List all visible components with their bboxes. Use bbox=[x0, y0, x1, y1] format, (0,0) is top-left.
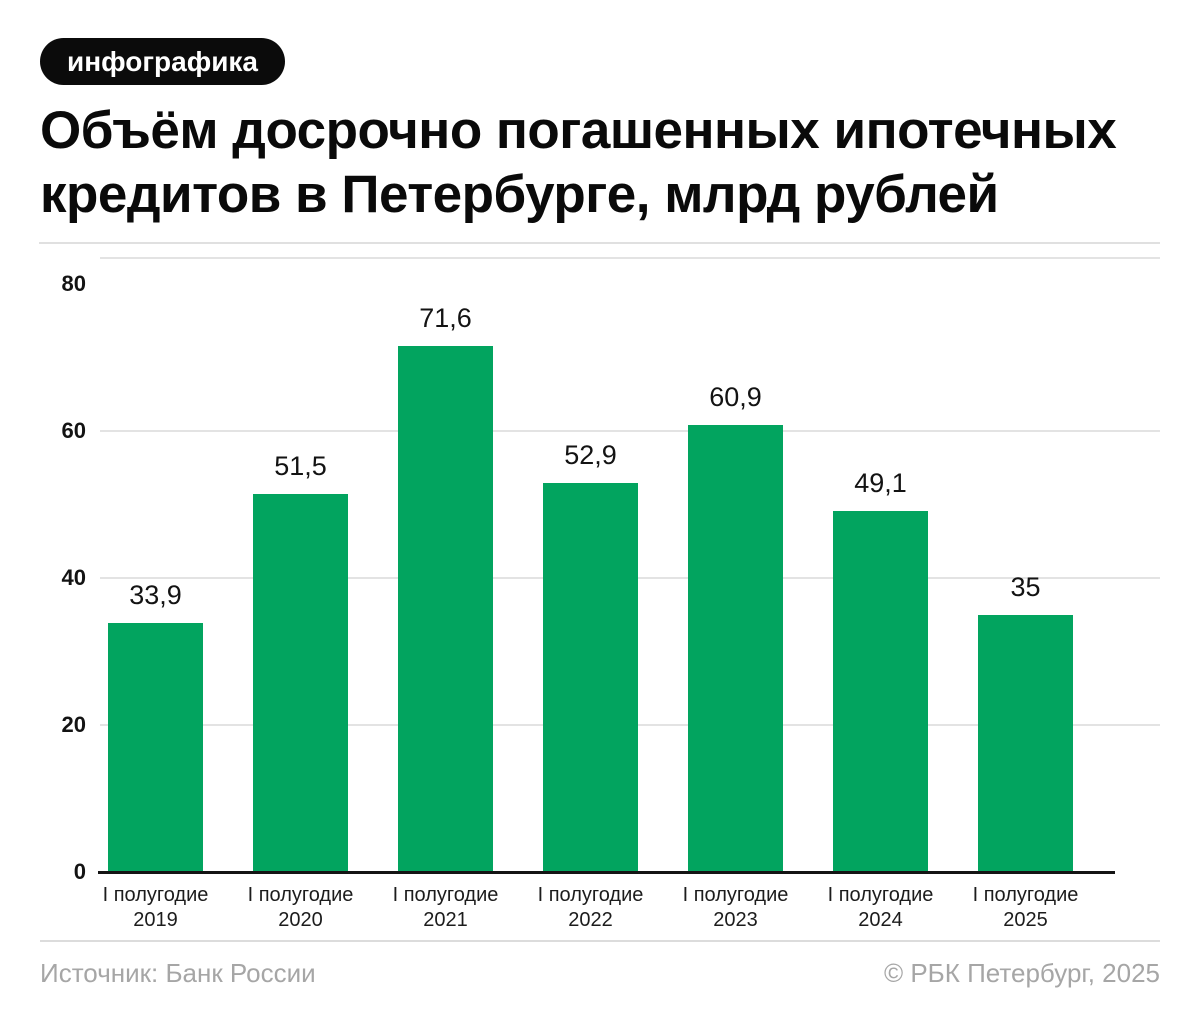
bar bbox=[978, 615, 1073, 872]
bar-value-label: 71,6 bbox=[419, 303, 472, 333]
x-tick-year: 2022 bbox=[568, 909, 613, 931]
gridline-60 bbox=[100, 430, 1160, 433]
bar-value-label: 60,9 bbox=[709, 382, 762, 412]
x-tick-period: I полугодие bbox=[102, 884, 209, 906]
bar bbox=[833, 511, 928, 872]
footer-separator bbox=[40, 940, 1160, 942]
x-tick-period: I полугодие bbox=[682, 884, 789, 906]
chart-title-line-1: Объём досрочно погашенных ипотечных bbox=[40, 101, 1117, 160]
bar bbox=[688, 425, 783, 872]
x-tick-period: I полугодие bbox=[972, 884, 1079, 906]
bar-value-label: 52,9 bbox=[564, 440, 617, 470]
bar-value-label: 51,5 bbox=[274, 451, 327, 481]
x-tick-label: I полугодие 2023 bbox=[683, 883, 789, 933]
x-tick-label: I полугодие 2021 bbox=[393, 883, 499, 933]
x-tick-year: 2020 bbox=[278, 909, 323, 931]
bar-value-label: 33,9 bbox=[129, 580, 182, 610]
infographic-badge: инфографика bbox=[40, 38, 285, 85]
y-tick-label-60: 60 bbox=[61, 418, 86, 444]
chart-title: Объём досрочно погашенных ипотечных кред… bbox=[40, 99, 1170, 227]
chart-title-line-2: кредитов в Петербурге, млрд рублей bbox=[40, 165, 999, 224]
x-tick-label: I полугодие 2022 bbox=[538, 883, 644, 933]
footer: Источник: Банк России © РБК Петербург, 2… bbox=[40, 958, 1160, 989]
y-tick-label-0: 0 bbox=[73, 859, 86, 884]
x-tick-year: 2021 bbox=[423, 909, 468, 931]
bar-value-label: 35 bbox=[1010, 572, 1041, 602]
x-tick-year: 2025 bbox=[1003, 909, 1048, 931]
x-tick-label: I полугодие 2025 bbox=[973, 883, 1079, 933]
bar bbox=[108, 623, 203, 872]
x-tick-year: 2023 bbox=[713, 909, 758, 931]
bar bbox=[398, 346, 493, 872]
x-tick-period: I полугодие bbox=[827, 884, 934, 906]
plot-top-border bbox=[100, 257, 1160, 259]
x-tick-year: 2024 bbox=[858, 909, 903, 931]
bar bbox=[543, 483, 638, 872]
y-tick-label-20: 20 bbox=[61, 712, 86, 738]
copyright-note: © РБК Петербург, 2025 bbox=[883, 958, 1160, 988]
y-tick-label-40: 40 bbox=[61, 565, 86, 591]
x-tick-label: I полугодие 2019 bbox=[103, 883, 209, 933]
source-note: Источник: Банк России bbox=[40, 958, 316, 988]
bar bbox=[253, 494, 348, 872]
x-tick-period: I полугодие bbox=[392, 884, 499, 906]
x-tick-year: 2019 bbox=[133, 909, 178, 931]
x-tick-period: I полугодие bbox=[537, 884, 644, 906]
badge-label: инфографика bbox=[67, 45, 258, 77]
y-tick-label-80: 80 bbox=[61, 271, 86, 297]
x-axis-line bbox=[98, 871, 1115, 874]
title-separator bbox=[39, 242, 1160, 244]
bar-value-label: 49,1 bbox=[854, 468, 907, 498]
x-tick-period: I полугодие bbox=[247, 884, 354, 906]
x-tick-label: I полугодие 2024 bbox=[828, 883, 934, 933]
x-tick-label: I полугодие 2020 bbox=[248, 883, 354, 933]
